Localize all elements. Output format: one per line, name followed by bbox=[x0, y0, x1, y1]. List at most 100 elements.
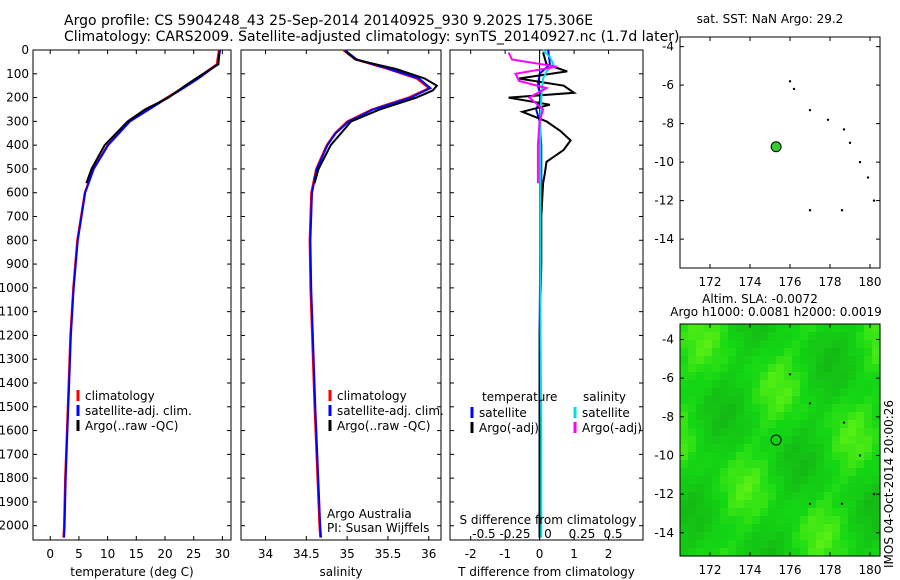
heatmap-cell bbox=[704, 364, 713, 373]
heatmap-cell bbox=[712, 340, 721, 349]
heatmap-cell bbox=[704, 332, 713, 341]
y-tick-label: 1000 bbox=[0, 281, 29, 295]
heatmap-cell bbox=[792, 532, 801, 541]
figure-title-line2: Climatology: CARS2009. Satellite-adjuste… bbox=[64, 29, 680, 45]
heatmap-cell bbox=[816, 332, 825, 341]
heatmap-cell bbox=[840, 412, 849, 421]
x-tick-label: 0 bbox=[46, 547, 54, 561]
heatmap-cell bbox=[824, 524, 833, 533]
heatmap-cell bbox=[800, 468, 809, 477]
heatmap-cell bbox=[704, 460, 713, 469]
heatmap-cell bbox=[848, 452, 857, 461]
heatmap-cell bbox=[736, 412, 745, 421]
heatmap-cell bbox=[752, 380, 761, 389]
heatmap-cell bbox=[760, 460, 769, 469]
y-tick-label: 500 bbox=[6, 162, 29, 176]
heatmap-cell bbox=[872, 484, 881, 493]
heatmap-cell bbox=[824, 468, 833, 477]
heatmap-cell bbox=[784, 492, 793, 501]
heatmap-cell bbox=[784, 364, 793, 373]
legend-label: satellite-adj. clim. bbox=[337, 404, 444, 418]
heatmap-cell bbox=[808, 460, 817, 469]
heatmap-cell bbox=[800, 532, 809, 541]
x-tick-label: 15 bbox=[129, 547, 144, 561]
heatmap-cell bbox=[720, 500, 729, 509]
heatmap-cell bbox=[816, 484, 825, 493]
map-x-tick-label: 180 bbox=[859, 275, 882, 289]
heatmap-cell bbox=[832, 540, 841, 549]
heatmap-cell bbox=[720, 436, 729, 445]
heatmap-cell bbox=[768, 372, 777, 381]
heatmap-cell bbox=[752, 492, 761, 501]
heatmap-cell bbox=[752, 356, 761, 365]
heatmap-cell bbox=[776, 508, 785, 517]
map-point bbox=[858, 454, 862, 457]
heatmap-cell bbox=[712, 380, 721, 389]
heatmap-cell bbox=[808, 508, 817, 517]
x2-tick-label: -0.25 bbox=[499, 527, 530, 541]
heatmap-cell bbox=[680, 420, 689, 429]
heatmap-cell bbox=[760, 324, 769, 333]
heatmap-cell bbox=[736, 436, 745, 445]
heatmap-cell bbox=[736, 428, 745, 437]
x-tick-label: 36 bbox=[421, 547, 436, 561]
heatmap-cell bbox=[848, 396, 857, 405]
heatmap-cell bbox=[752, 484, 761, 493]
heatmap-cell bbox=[752, 468, 761, 477]
heatmap-cell bbox=[856, 356, 865, 365]
heatmap-cell bbox=[704, 492, 713, 501]
heatmap-cell bbox=[768, 452, 777, 461]
heatmap-cell bbox=[728, 484, 737, 493]
heatmap-cell bbox=[816, 516, 825, 525]
legend-label: satellite bbox=[582, 406, 630, 420]
heatmap-cell bbox=[704, 540, 713, 549]
heatmap-cell bbox=[864, 500, 873, 509]
heatmap-cell bbox=[824, 444, 833, 453]
heatmap-cell bbox=[856, 444, 865, 453]
heatmap-cell bbox=[688, 540, 697, 549]
heatmap-cell bbox=[728, 452, 737, 461]
heatmap-cell bbox=[832, 412, 841, 421]
heatmap-cell bbox=[688, 388, 697, 397]
heatmap-cell bbox=[680, 444, 689, 453]
heatmap-cell bbox=[848, 484, 857, 493]
y-tick-label: 0 bbox=[21, 43, 29, 57]
heatmap-cell bbox=[752, 332, 761, 341]
heatmap-cell bbox=[680, 340, 689, 349]
y-tick-label: 700 bbox=[6, 210, 29, 224]
annotation-text: PI: Susan Wijffels bbox=[327, 521, 429, 535]
heatmap-cell bbox=[696, 500, 705, 509]
heatmap-cell bbox=[744, 412, 753, 421]
heatmap-cell bbox=[808, 356, 817, 365]
heatmap-cell bbox=[848, 380, 857, 389]
heatmap-cell bbox=[856, 332, 865, 341]
heatmap-cell bbox=[736, 484, 745, 493]
map-point bbox=[872, 199, 876, 202]
heatmap-cell bbox=[728, 380, 737, 389]
heatmap-cell bbox=[792, 364, 801, 373]
heatmap-cell bbox=[688, 412, 697, 421]
heatmap-cell bbox=[712, 500, 721, 509]
heatmap-cell bbox=[704, 388, 713, 397]
heatmap-cell bbox=[808, 372, 817, 381]
heatmap-cell bbox=[832, 548, 841, 557]
panel-frame bbox=[32, 49, 232, 541]
heatmap-cell bbox=[712, 404, 721, 413]
x2-tick-label: 0.5 bbox=[603, 527, 622, 541]
heatmap-cell bbox=[864, 548, 873, 557]
heatmap-cell bbox=[688, 500, 697, 509]
heatmap-cell bbox=[856, 508, 865, 517]
heatmap-cell bbox=[792, 484, 801, 493]
heatmap-cell bbox=[800, 412, 809, 421]
map-point bbox=[808, 502, 812, 505]
heatmap-cell bbox=[688, 380, 697, 389]
heatmap-cell bbox=[768, 516, 777, 525]
heatmap-cell bbox=[856, 516, 865, 525]
heatmap-cell bbox=[728, 364, 737, 373]
heatmap-cell bbox=[712, 396, 721, 405]
heatmap-cell bbox=[856, 412, 865, 421]
heatmap-cell bbox=[680, 452, 689, 461]
heatmap-cell bbox=[800, 540, 809, 549]
heatmap-cell bbox=[864, 460, 873, 469]
heatmap-cell bbox=[688, 396, 697, 405]
